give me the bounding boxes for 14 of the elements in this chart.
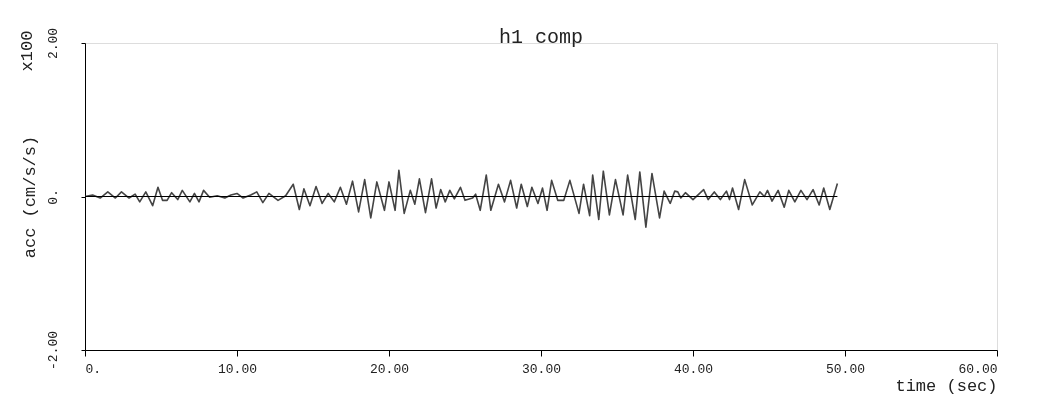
x-tick-label: 10.00	[217, 361, 258, 377]
y-tick-label: 0.	[45, 189, 61, 205]
x-tick-label: 20.00	[369, 361, 410, 377]
x-tick-label: 60.00	[958, 361, 998, 377]
text: x100	[18, 30, 37, 72]
y-axis-title: acc (cm/s/s)	[20, 135, 40, 259]
chart-title: h1 comp	[498, 26, 584, 50]
x-tick-label: 40.00	[673, 361, 714, 377]
x-tick-label: 50.00	[825, 361, 866, 377]
x-tick-label: 0.	[85, 361, 102, 377]
y-tick-label: -2.00	[45, 330, 61, 371]
y-tick-label: 2.00	[45, 27, 61, 60]
x-tick-label: 30.00	[521, 361, 562, 377]
x-axis-title: time (sec)	[895, 376, 998, 396]
